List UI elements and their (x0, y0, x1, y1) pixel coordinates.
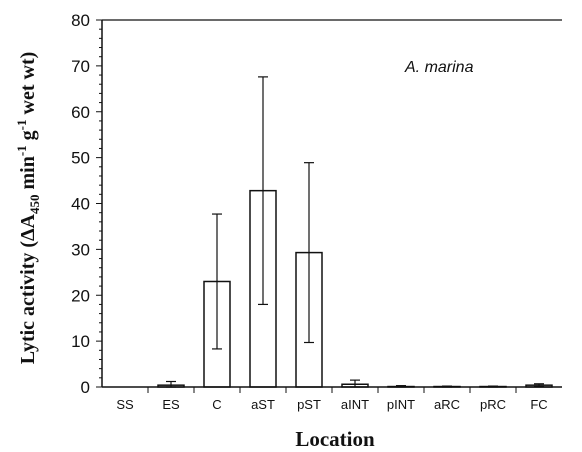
x-tick-label-aST: aST (251, 397, 275, 412)
x-tick-label-SS: SS (116, 397, 134, 412)
x-tick-label-aINT: aINT (341, 397, 369, 412)
x-tick-label-ES: ES (162, 397, 180, 412)
x-tick-label-aRC: aRC (434, 397, 460, 412)
y-tick-label: 10 (71, 332, 90, 351)
x-tick-label-pINT: pINT (387, 397, 415, 412)
y-tick-label: 0 (81, 378, 90, 397)
x-tick-label-pRC: pRC (480, 397, 506, 412)
y-tick-label: 40 (71, 195, 90, 214)
y-tick-label: 30 (71, 240, 90, 259)
y-axis-title: Lytic activity (ΔA450 min-1 g-1 wet wt) (14, 52, 42, 365)
x-tick-label-FC: FC (530, 397, 547, 412)
chart-annotation: A. marina (404, 59, 474, 76)
x-tick-label-C: C (212, 397, 221, 412)
y-tick-label: 70 (71, 57, 90, 76)
axes-layer (101, 19, 562, 388)
y-tick-label: 50 (71, 149, 90, 168)
y-tick-label: 60 (71, 103, 90, 122)
y-tick-label: 20 (71, 286, 90, 305)
x-axis-title: Location (295, 427, 375, 451)
x-tick-label-pST: pST (297, 397, 321, 412)
y-tick-label: 80 (71, 11, 90, 30)
